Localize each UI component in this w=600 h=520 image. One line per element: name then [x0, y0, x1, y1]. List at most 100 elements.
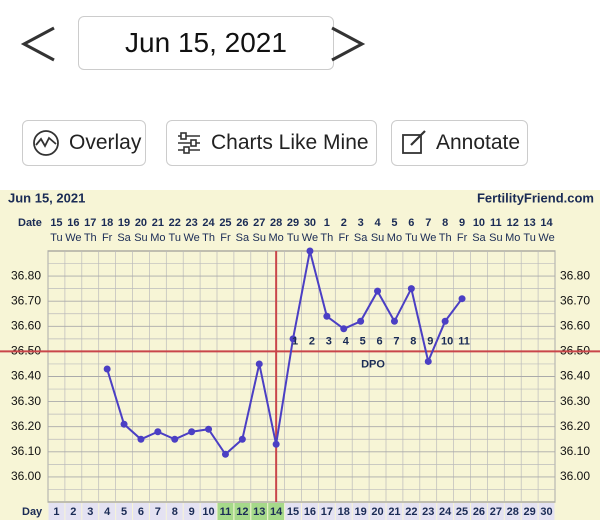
y-tick-label: 36.60 — [11, 318, 41, 332]
button-label: Charts Like Mine — [211, 131, 369, 154]
date-number: 18 — [101, 217, 113, 229]
weekday: Th — [202, 232, 215, 244]
date-number: 6 — [408, 217, 414, 229]
temperature-point — [188, 428, 196, 436]
date-number: 27 — [253, 217, 265, 229]
temperature-point — [458, 295, 466, 303]
weekday: Su — [489, 232, 502, 244]
y-tick-label: 36.20 — [11, 419, 41, 433]
weekday: Fr — [457, 232, 468, 244]
temperature-point — [272, 440, 280, 448]
dpo-number: 3 — [326, 335, 332, 347]
date-number: 21 — [152, 217, 164, 229]
weekday: Tu — [169, 232, 181, 244]
weekday: Mo — [387, 232, 402, 244]
day-number: 13 — [253, 506, 265, 518]
date-number: 22 — [169, 217, 181, 229]
weekday: Su — [371, 232, 384, 244]
date-number: 11 — [490, 217, 502, 229]
y-tick-label: 36.40 — [560, 369, 590, 383]
y-tick-label: 36.80 — [11, 268, 41, 282]
day-cell — [335, 503, 352, 520]
temperature-point — [390, 317, 398, 325]
day-number: 19 — [355, 506, 367, 518]
temperature-point — [441, 317, 449, 325]
date-number: 20 — [135, 217, 147, 229]
date-number: 19 — [118, 217, 130, 229]
button-label: Overlay — [69, 131, 142, 154]
day-cell — [302, 503, 318, 520]
date-number: 1 — [324, 217, 330, 229]
charts-like-mine-button[interactable]: Charts Like Mine — [166, 120, 377, 166]
date-number: 25 — [219, 217, 231, 229]
day-cell — [65, 503, 82, 520]
dpo-number: 9 — [427, 335, 433, 347]
annotate-button[interactable]: Annotate — [391, 120, 528, 166]
y-tick-label: 36.40 — [11, 369, 41, 383]
dpo-number: 5 — [360, 335, 366, 347]
day-number: 4 — [104, 506, 111, 518]
day-number: 12 — [236, 506, 248, 518]
day-number: 20 — [371, 506, 383, 518]
day-cell — [234, 503, 251, 520]
day-cell — [487, 503, 504, 520]
weekday: Sa — [354, 232, 368, 244]
weekday: Th — [84, 232, 97, 244]
temperature-point — [103, 365, 111, 373]
day-cell — [386, 503, 403, 520]
y-tick-label: 36.10 — [11, 444, 41, 458]
date-field[interactable]: Jun 15, 2021 — [78, 16, 334, 70]
date-number: 12 — [507, 217, 519, 229]
day-number: 25 — [456, 506, 468, 518]
dpo-label: DPO — [361, 358, 385, 370]
weekday: Sa — [472, 232, 486, 244]
temperature-point — [154, 428, 162, 436]
date-number: 28 — [270, 217, 282, 229]
next-button[interactable] — [326, 24, 370, 64]
weekday: Fr — [220, 232, 231, 244]
day-cell — [318, 503, 335, 520]
temperature-point — [120, 420, 128, 428]
weekday: Fr — [339, 232, 350, 244]
date-number: 24 — [202, 217, 215, 229]
temperature-point — [137, 435, 145, 443]
day-number: 7 — [155, 506, 161, 518]
day-cell — [454, 503, 470, 520]
overlay-button[interactable]: Overlay — [22, 120, 146, 166]
date-number: 4 — [374, 217, 381, 229]
day-number: 15 — [287, 506, 299, 518]
day-number: 11 — [220, 506, 232, 518]
dpo-number: 2 — [309, 335, 315, 347]
date-number: 2 — [341, 217, 347, 229]
weekday: Mo — [150, 232, 165, 244]
y-tick-label: 36.30 — [560, 394, 590, 408]
weekday: We — [183, 232, 199, 244]
prev-button[interactable] — [18, 24, 62, 64]
y-tick-label: 36.70 — [560, 293, 590, 307]
dpo-number: 1 — [292, 335, 298, 347]
day-number: 21 — [388, 506, 400, 518]
temperature-point — [357, 317, 365, 325]
day-cell — [521, 503, 538, 520]
day-cell — [504, 503, 521, 520]
y-tick-label: 36.60 — [560, 318, 590, 332]
dpo-number: 4 — [343, 335, 350, 347]
date-number: 23 — [186, 217, 198, 229]
weekday: We — [420, 232, 436, 244]
day-cell — [285, 503, 301, 520]
day-number: 2 — [70, 506, 76, 518]
temperature-point — [306, 247, 314, 255]
day-cell — [116, 503, 132, 520]
y-tick-label: 36.10 — [560, 444, 590, 458]
icon — [402, 130, 426, 154]
day-number: 8 — [172, 506, 178, 518]
temperature-point — [340, 325, 348, 333]
temperature-point — [221, 450, 229, 458]
date-label: Date — [18, 217, 42, 229]
day-cell — [183, 503, 200, 520]
day-cell — [149, 503, 166, 520]
temperature-point — [323, 312, 331, 320]
temperature-point — [238, 435, 246, 443]
weekday: We — [538, 232, 554, 244]
dpo-number: 7 — [393, 335, 399, 347]
